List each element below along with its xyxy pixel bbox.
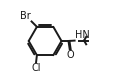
- Text: HN: HN: [75, 30, 90, 40]
- Text: O: O: [66, 50, 74, 60]
- Text: Cl: Cl: [31, 63, 41, 73]
- Text: Br: Br: [20, 11, 31, 21]
